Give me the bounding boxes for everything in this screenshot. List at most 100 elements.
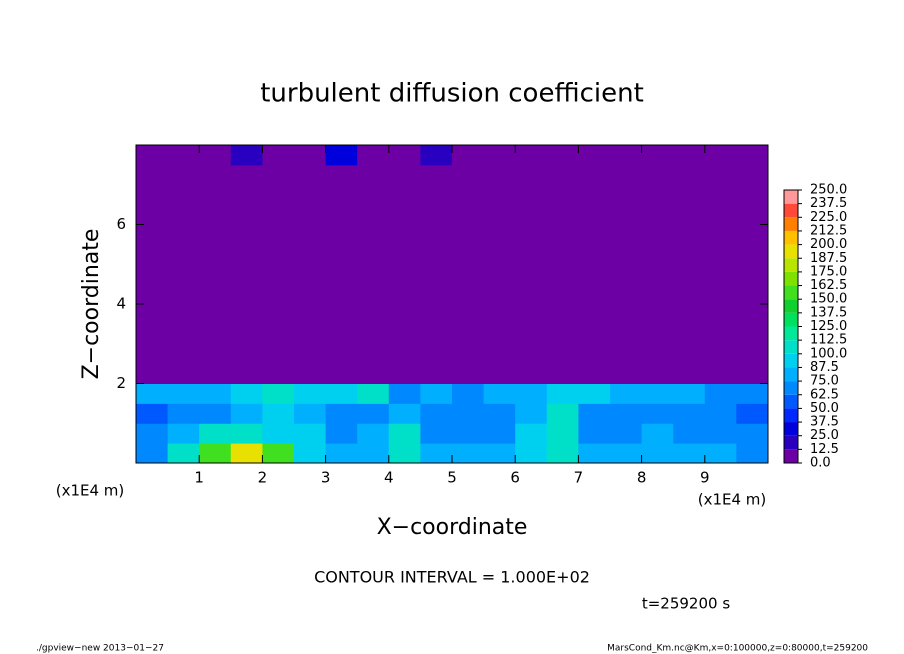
cell xyxy=(578,284,611,305)
cell xyxy=(167,224,200,245)
cell xyxy=(673,403,706,424)
cell xyxy=(420,184,453,206)
y-tick-label: 6 xyxy=(116,215,126,233)
cell xyxy=(199,184,232,206)
cell xyxy=(136,204,169,225)
cell xyxy=(610,284,643,305)
colorbar-label: 150.0 xyxy=(810,292,847,307)
cell xyxy=(546,403,579,424)
colorbar-label: 37.5 xyxy=(810,415,839,430)
cell xyxy=(610,164,643,186)
cell xyxy=(294,304,327,325)
cell xyxy=(515,423,548,444)
cell xyxy=(167,264,200,285)
cell xyxy=(736,145,769,166)
cell xyxy=(420,164,453,186)
cell xyxy=(357,264,390,285)
cell xyxy=(199,323,232,345)
cell xyxy=(325,204,358,225)
cell xyxy=(388,164,421,186)
cell xyxy=(641,145,674,166)
cell xyxy=(294,244,327,265)
cell xyxy=(673,443,706,464)
cell xyxy=(294,443,327,464)
cell xyxy=(515,145,548,166)
x-tick-label: 9 xyxy=(700,469,710,487)
cell xyxy=(262,343,295,365)
cell xyxy=(704,343,737,365)
cell xyxy=(578,244,611,265)
cell xyxy=(515,204,548,225)
colorbar-label: 100.0 xyxy=(810,346,847,361)
cell xyxy=(262,443,295,464)
y-tick-label: 4 xyxy=(116,295,126,313)
cell xyxy=(704,423,737,444)
cell xyxy=(641,304,674,325)
cell xyxy=(452,443,485,464)
cell xyxy=(515,164,548,186)
cell xyxy=(294,145,327,166)
cell xyxy=(357,284,390,305)
cell xyxy=(610,383,643,404)
cell xyxy=(546,284,579,305)
cell xyxy=(167,443,200,464)
cell xyxy=(515,343,548,365)
cell xyxy=(294,323,327,345)
cell xyxy=(546,304,579,325)
cell xyxy=(578,224,611,245)
cell xyxy=(136,145,169,166)
cell xyxy=(546,184,579,206)
cell xyxy=(199,423,232,444)
colorbar-label: 25.0 xyxy=(810,428,839,443)
cell xyxy=(546,383,579,404)
colorbar-label: 137.5 xyxy=(810,305,847,320)
cell xyxy=(325,403,358,424)
cell xyxy=(483,204,516,225)
cell xyxy=(262,383,295,404)
cell xyxy=(199,443,232,464)
colorbar-swatch xyxy=(784,422,798,436)
colorbar-label: 12.5 xyxy=(810,442,839,457)
cell xyxy=(515,244,548,265)
cell xyxy=(736,184,769,206)
cell xyxy=(452,184,485,206)
cell xyxy=(610,323,643,345)
colorbar-swatch xyxy=(784,449,798,463)
cell xyxy=(230,343,263,365)
cell xyxy=(515,403,548,424)
cell xyxy=(483,423,516,444)
cell xyxy=(136,343,169,365)
cell xyxy=(420,224,453,245)
colorbar-swatch xyxy=(784,299,798,313)
cell xyxy=(167,423,200,444)
cell xyxy=(388,323,421,345)
cell xyxy=(325,164,358,186)
cell xyxy=(357,145,390,166)
colorbar-label: 212.5 xyxy=(810,223,847,238)
cell xyxy=(673,363,706,384)
cell xyxy=(610,244,643,265)
cell xyxy=(420,204,453,225)
cell xyxy=(452,304,485,325)
cell xyxy=(736,443,769,464)
cell xyxy=(167,164,200,186)
cell xyxy=(136,304,169,325)
cell xyxy=(704,443,737,464)
x-tick-label: 6 xyxy=(510,469,520,487)
cell xyxy=(294,204,327,225)
cell xyxy=(641,443,674,464)
cell xyxy=(262,323,295,345)
cell xyxy=(704,224,737,245)
cell xyxy=(262,363,295,384)
cell xyxy=(199,304,232,325)
cell xyxy=(736,244,769,265)
cell xyxy=(515,443,548,464)
cell xyxy=(736,304,769,325)
cell xyxy=(325,184,358,206)
colorbar-label: 0.0 xyxy=(810,456,831,471)
cell xyxy=(325,343,358,365)
cell xyxy=(515,304,548,325)
cell xyxy=(262,184,295,206)
colorbar-swatch xyxy=(784,326,798,341)
cell xyxy=(325,244,358,265)
